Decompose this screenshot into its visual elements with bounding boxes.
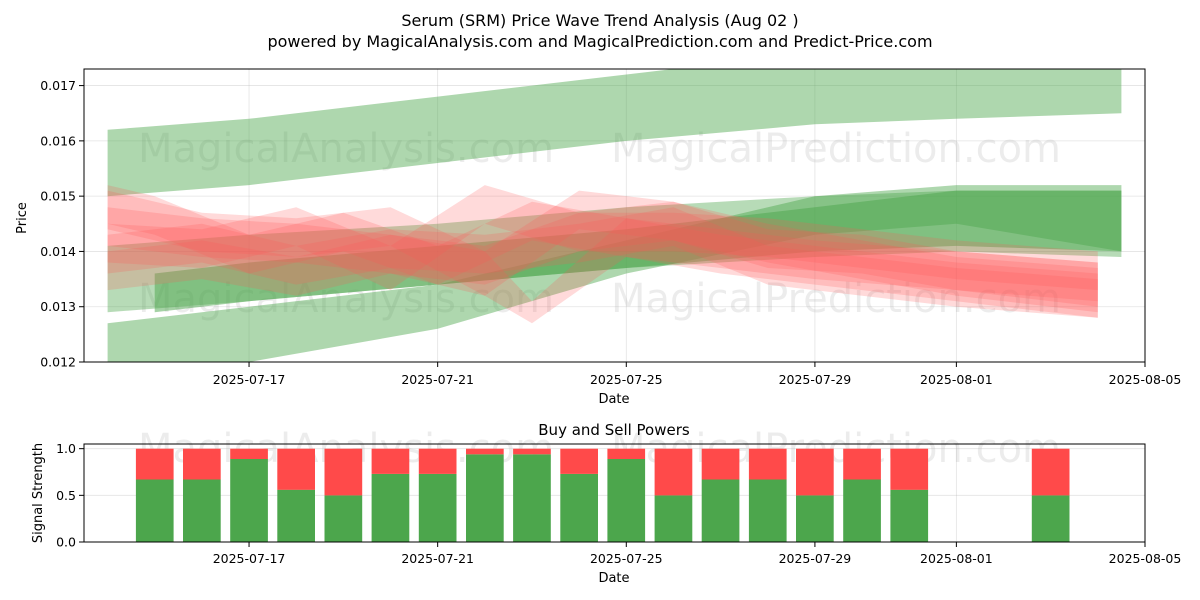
x-tick-label: 2025-07-25 [590, 551, 663, 566]
sell-bar [135, 448, 174, 480]
sell-bar [466, 448, 504, 455]
sell-bar [890, 448, 929, 490]
sell-bar [230, 448, 268, 459]
x-tick-label: 2025-07-29 [779, 551, 852, 566]
buy-bar [701, 479, 740, 542]
buy-bar [890, 489, 929, 542]
chart-title: Serum (SRM) Price Wave Trend Analysis (A… [401, 11, 798, 30]
green-trend-bands [107, 69, 1122, 362]
x-tick-label: 2025-07-25 [590, 372, 663, 387]
x-tick-label: 2025-07-21 [401, 372, 474, 387]
price-panel: MagicalAnalysis.com MagicalPrediction.com… [15, 68, 1182, 407]
x-tick-label: 2025-08-05 [1109, 551, 1182, 566]
buy-bar [607, 458, 646, 542]
red-band [107, 207, 1098, 318]
signal-x-axis-label: Date [598, 571, 629, 586]
red-band [107, 190, 1098, 313]
y-tick-label: 0.014 [40, 244, 76, 259]
signal-x-ticks: 2025-07-17 2025-07-21 2025-07-25 2025-07-29… [213, 542, 1182, 566]
buy-bar [796, 495, 834, 542]
buy-bar [654, 495, 693, 542]
sell-bar [1031, 448, 1070, 496]
red-band [107, 218, 1098, 324]
watermark-text: MagicalAnalysis.com [138, 126, 554, 172]
watermark-text: MagicalPrediction.com [611, 126, 1061, 172]
y-tick-label: 0.017 [40, 78, 76, 93]
sell-bar [843, 448, 881, 480]
buy-bar [183, 479, 221, 542]
buy-bar [277, 489, 315, 542]
sell-bar [324, 448, 363, 496]
buy-bar [843, 479, 881, 542]
red-band [107, 185, 1098, 302]
sell-bar [183, 448, 221, 480]
buy-bar [230, 458, 268, 542]
buy-bar [135, 479, 174, 542]
red-band [107, 207, 1098, 291]
sell-bar [748, 448, 787, 480]
signal-plot-frame [83, 443, 1146, 543]
y-tick-label: 0.012 [40, 355, 76, 370]
x-tick-label: 2025-07-17 [213, 551, 286, 566]
signal-panel: Buy and Sell Powers MagicalAnalysis.comM… [31, 421, 1181, 586]
sell-bar [277, 448, 315, 490]
sell-bar [654, 448, 693, 496]
y-tick-label: 0.016 [40, 133, 76, 148]
signal-y-ticks: 0.0 0.5 1.0 [56, 441, 84, 550]
y-tick-label: 0.015 [40, 189, 76, 204]
buy-bar [513, 454, 551, 542]
watermark-text: MagicalPrediction.com [611, 276, 1061, 322]
sell-bar [796, 448, 834, 496]
y-tick-label: 1.0 [56, 441, 76, 456]
buy-bar [748, 479, 787, 542]
price-x-axis-label: Date [598, 392, 629, 407]
red-wave-bands [107, 185, 1098, 324]
price-plot-frame [83, 68, 1146, 363]
signal-y-axis-label: Signal Strength [31, 443, 46, 543]
price-watermarks: MagicalAnalysis.com MagicalPrediction.com… [138, 126, 1061, 322]
signal-bars [135, 448, 1070, 542]
x-tick-label: 2025-07-29 [779, 372, 852, 387]
sell-bar [701, 448, 740, 480]
green-band [107, 69, 1122, 197]
buy-bar [1031, 495, 1070, 542]
red-band [107, 185, 1098, 307]
y-tick-label: 0.5 [56, 488, 76, 503]
sell-bar [418, 448, 457, 474]
x-tick-label: 2025-08-05 [1109, 372, 1182, 387]
y-tick-label: 0.013 [40, 299, 76, 314]
x-tick-label: 2025-08-01 [920, 551, 993, 566]
buy-bar [560, 473, 598, 542]
sell-bar [560, 448, 598, 474]
buy-bar [324, 495, 363, 542]
x-tick-label: 2025-07-17 [213, 372, 286, 387]
price-x-ticks: 2025-07-17 2025-07-21 2025-07-25 2025-07-29… [213, 362, 1182, 387]
sell-bar [513, 448, 551, 455]
x-tick-label: 2025-08-01 [920, 372, 993, 387]
buy-bar [418, 473, 457, 542]
x-tick-label: 2025-07-21 [401, 551, 474, 566]
buy-bar [371, 473, 410, 542]
green-band [154, 190, 1122, 313]
signal-title: Buy and Sell Powers [538, 421, 690, 439]
y-tick-label: 0.0 [56, 535, 76, 550]
chart-subtitle: powered by MagicalAnalysis.com and Magic… [267, 32, 932, 51]
sell-bar [607, 448, 646, 459]
price-y-axis-label: Price [15, 202, 30, 234]
buy-bar [466, 454, 504, 542]
price-y-ticks: 0.012 0.013 0.014 0.015 0.016 0.017 [40, 78, 84, 370]
sell-bar [371, 448, 410, 474]
